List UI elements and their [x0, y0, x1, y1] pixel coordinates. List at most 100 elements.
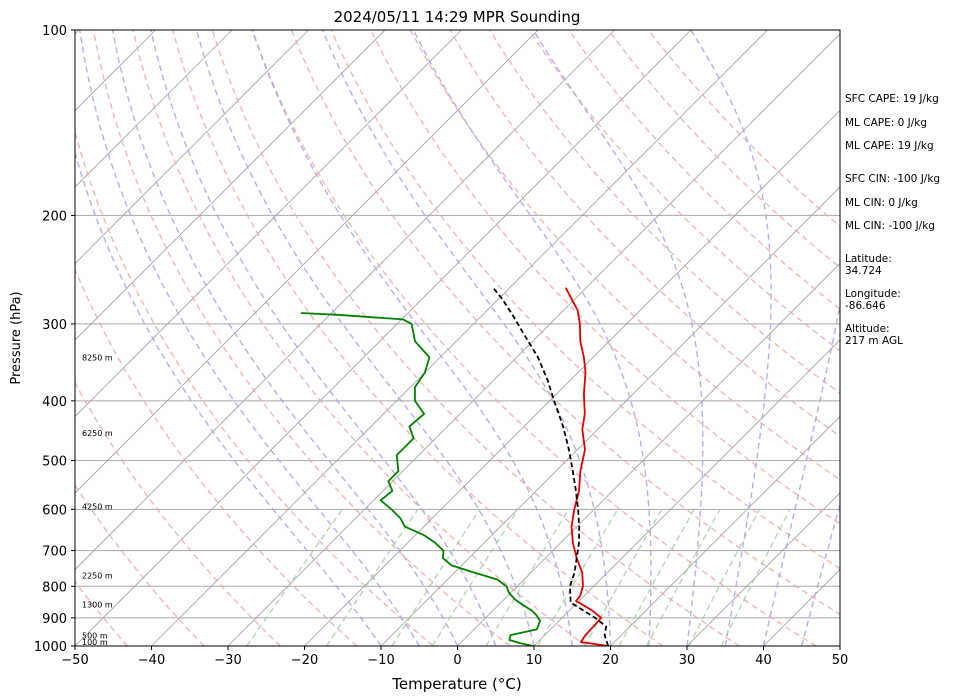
isotherm-line	[686, 492, 840, 646]
x-tick-label: 30	[679, 653, 696, 668]
dry-adiabat-line	[251, 30, 817, 646]
latitude-text: Latitude: 34.724	[845, 253, 892, 277]
isotherm-line	[75, 30, 386, 341]
longitude-text: Longitude: -86.646	[845, 288, 901, 312]
moist-adiabat-line	[801, 502, 840, 646]
moist-adiabat-line	[412, 30, 652, 646]
y-tick-label: 700	[42, 545, 67, 560]
isotherm-line	[151, 30, 768, 646]
y-tick-label: 1000	[34, 640, 67, 655]
ml-cape-text: ML CAPE: 0 J/kg	[845, 117, 928, 129]
x-tick-label: −50	[61, 653, 88, 668]
x-tick-label: 20	[602, 653, 619, 668]
height-label: 100 m	[82, 638, 108, 647]
dry-adiabat-line	[528, 30, 840, 352]
dry-adiabat-line	[75, 267, 358, 646]
isotherm-line	[610, 415, 840, 646]
mixing-ratio-line	[485, 508, 570, 646]
isotherm-line	[75, 30, 539, 494]
mixing-ratio-line	[325, 508, 419, 646]
parcel-line	[492, 287, 610, 646]
isotherm-line	[75, 30, 462, 418]
x-tick-label: −20	[291, 653, 318, 668]
y-tick-label: 400	[42, 395, 67, 410]
y-tick-label: 500	[42, 455, 67, 470]
temperature-line	[564, 287, 609, 646]
ml-cin-text: ML CIN: 0 J/kg	[845, 197, 918, 209]
plot-frame	[74, 29, 841, 647]
dry-adiabat-line	[132, 30, 587, 646]
background-lines	[0, 30, 840, 646]
isotherm-line	[75, 30, 309, 265]
mixing-ratio-line	[246, 508, 343, 646]
axis-ticks: −50 −40 −30 −20 −10 0 10 20 30 40 50 100 200 300 400 50…	[34, 24, 848, 668]
mixing-ratio-line	[584, 508, 663, 646]
mixing-ratio-line	[431, 508, 519, 646]
height-label: 8250 m	[82, 353, 113, 362]
moist-adiabat-line	[75, 150, 382, 646]
dewpoint-line	[300, 312, 541, 646]
dry-adiabat-line	[92, 30, 511, 646]
moist-adiabat-line	[150, 30, 497, 646]
isotherm-line	[0, 30, 3, 646]
moist-adiabat-line	[111, 30, 459, 646]
y-tick-label: 900	[42, 612, 67, 627]
altitude-text: Altitude: 217 m AGL	[845, 323, 903, 347]
isotherm-line	[75, 30, 615, 571]
mixing-ratio-line	[645, 508, 721, 646]
height-label: 2250 m	[82, 572, 113, 581]
mixing-ratio-line	[391, 508, 481, 646]
isotherm-line	[227, 33, 840, 646]
dry-adiabat-line	[330, 30, 840, 570]
y-tick-label: 600	[42, 503, 67, 518]
mixing-ratio-line	[720, 508, 791, 646]
height-label: 500 m	[82, 632, 108, 641]
dry-adiabat-line	[171, 30, 664, 646]
dry-adiabat-line	[75, 483, 205, 646]
isotherm-line	[457, 262, 840, 646]
moist-adiabat-line	[79, 30, 420, 646]
x-tick-label: 10	[526, 653, 543, 668]
y-tick-label: 800	[42, 580, 67, 595]
chart-title: 2024/05/11 14:29 MPR Sounding	[334, 8, 581, 26]
x-tick-label: 50	[832, 653, 849, 668]
moist-adiabat-line	[690, 30, 772, 646]
isotherm-line	[533, 339, 840, 646]
x-tick-label: −30	[214, 653, 241, 668]
y-tick-label: 300	[42, 318, 67, 333]
ml-cape-text-2: ML CAPE: 19 J/kg	[845, 140, 934, 152]
moist-adiabat-line	[532, 30, 704, 646]
height-label: 6250 m	[82, 429, 113, 438]
x-axis-label: Temperature (°C)	[391, 675, 521, 693]
moist-adiabat-line	[251, 30, 573, 646]
dry-adiabat-line	[75, 381, 281, 646]
x-tick-label: −10	[367, 653, 394, 668]
dry-adiabat-line	[211, 30, 740, 646]
height-label: 4250 m	[82, 503, 113, 512]
moist-adiabat-line	[762, 301, 840, 646]
dry-adiabat-line	[75, 129, 434, 646]
sounding-series	[300, 287, 610, 646]
dry-adiabat-line	[370, 30, 840, 525]
x-tick-label: 40	[755, 653, 772, 668]
isotherm-line	[380, 186, 840, 646]
y-tick-label: 100	[42, 24, 67, 39]
moist-adiabat-line	[195, 30, 535, 646]
y-axis-label: Pressure (hPa)	[9, 291, 24, 384]
sfc-cin-text: SFC CIN: -100 J/kg	[845, 173, 941, 185]
x-tick-label: 0	[453, 653, 461, 668]
x-tick-label: −40	[138, 653, 165, 668]
moist-adiabat-line	[322, 30, 612, 646]
isotherm-line	[304, 109, 840, 646]
mixing-ratio-line	[618, 508, 695, 646]
sfc-cape-text: SFC CAPE: 19 J/kg	[845, 93, 939, 105]
mixing-ratio-line	[688, 508, 761, 646]
dry-adiabat-line	[489, 30, 840, 395]
dry-adiabat-line	[290, 30, 840, 616]
isotherm-line	[75, 30, 233, 188]
mixing-ratio-line	[537, 508, 619, 646]
dry-adiabat-line	[568, 30, 840, 310]
ml-cin-text-2: ML CIN: -100 J/kg	[845, 220, 935, 232]
